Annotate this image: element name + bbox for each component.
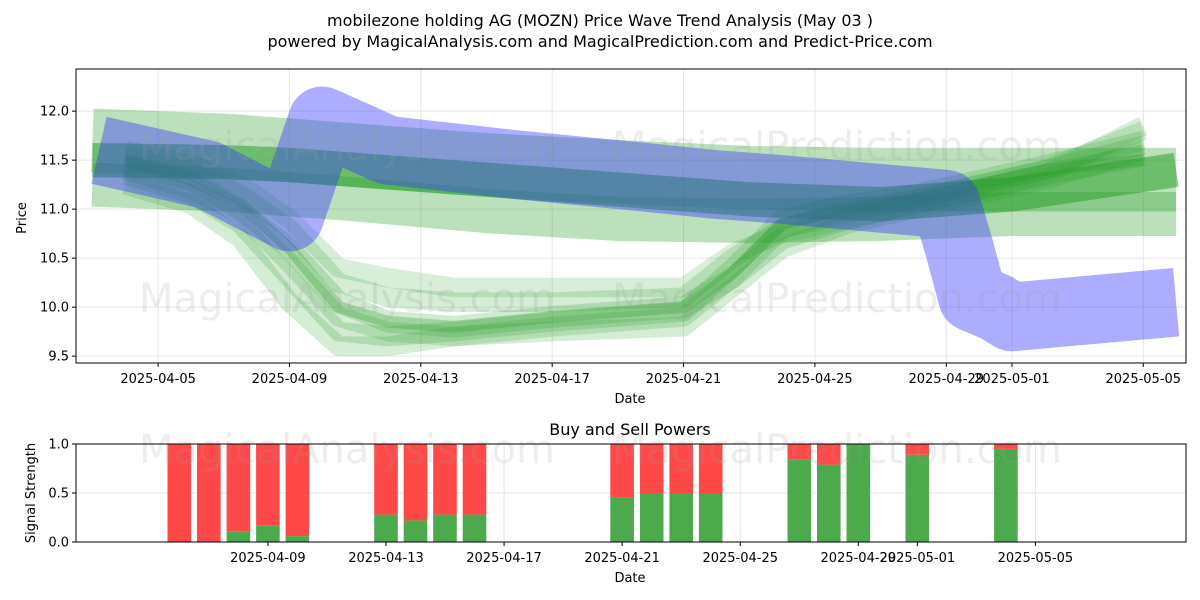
signal-xtick-label: 2025-04-13 (348, 551, 424, 566)
sell-power-bar (787, 444, 812, 460)
sell-power-bar (285, 444, 310, 537)
price-ytick-label: 10.0 (40, 301, 69, 316)
signal-xtick-label: 2025-05-05 (998, 551, 1074, 566)
sell-power-bar (403, 444, 428, 521)
blue-wave-band (91, 86, 1180, 352)
buy-power-bar (285, 536, 310, 542)
signal-xtick-label: 2025-04-17 (466, 551, 542, 566)
green-wave-band (123, 121, 1147, 313)
price-xtick-label: 2025-04-25 (777, 372, 853, 387)
watermark-prediction-top: MagicalPrediction.com (612, 124, 1062, 170)
green-wave-band (123, 154, 1144, 333)
buy-power-bar (256, 525, 280, 542)
buy-power-bar (994, 448, 1018, 542)
buy-power-bar (698, 494, 723, 542)
buy-power-bar (669, 494, 693, 542)
price-bands (91, 86, 1180, 357)
price-xtick-label: 2025-04-29 (908, 372, 984, 387)
signal-ytick-label: 1.0 (48, 438, 69, 453)
price-ytick-label: 9.5 (48, 350, 69, 365)
sell-power-bar (639, 444, 664, 494)
price-xtick-label: 2025-04-13 (383, 372, 459, 387)
signal-title: Buy and Sell Powers (549, 420, 711, 439)
watermark-prediction-bottom: MagicalPrediction.com (612, 427, 1062, 473)
watermark-analysis-mid: MagicalAnalysis.com (139, 276, 555, 322)
green-wave-band (122, 144, 1146, 338)
buy-power-bar (403, 520, 428, 542)
sell-power-bar (226, 444, 251, 532)
chart-title: mobilezone holding AG (MOZN) Price Wave … (327, 11, 873, 30)
price-xtick-label: 2025-04-17 (514, 372, 590, 387)
buy-power-bar (846, 444, 871, 542)
price-xtick-label: 2025-05-05 (1106, 372, 1182, 387)
signal-ylabel: Signal Strength (24, 443, 39, 543)
price-ytick-label: 10.5 (40, 252, 69, 267)
buy-power-bar (610, 497, 634, 542)
price-plot-frame (75, 68, 1187, 364)
watermark-analysis-top: MagicalAnalysis.com (139, 124, 555, 170)
buy-power-bar (374, 514, 398, 542)
buy-power-bar (817, 464, 841, 542)
buy-power-bar (462, 514, 487, 542)
sell-power-bar (994, 444, 1018, 449)
signal-ytick-label: 0.0 (48, 536, 69, 551)
green-wave-band (92, 142, 1179, 222)
sell-power-bar (256, 444, 280, 526)
watermark-analysis-bottom: MagicalAnalysis.com (139, 427, 555, 473)
watermark-prediction-mid: MagicalPrediction.com (612, 276, 1062, 322)
sell-power-bar (462, 444, 487, 515)
green-wave-band (123, 117, 1148, 298)
price-ytick-label: 11.5 (40, 154, 69, 169)
price-panel: MagicalAnalysis.com MagicalPrediction.co… (15, 68, 1187, 407)
buy-power-bar (433, 514, 457, 542)
signal-panel: Buy and Sell Powers MagicalAnalysis.com … (24, 420, 1187, 586)
sell-power-bar (197, 444, 221, 542)
green-wave-band (122, 135, 1146, 347)
sell-power-bar (905, 444, 930, 455)
sell-power-bar (610, 444, 634, 498)
sell-power-bar (374, 444, 398, 515)
sell-power-bar (817, 444, 841, 465)
buy-power-bar (639, 494, 664, 542)
signal-axis-ticks: 2025-04-09 2025-04-13 2025-04-17 2025-04-21… (48, 438, 1073, 567)
buy-power-bar (226, 531, 251, 542)
price-xtick-label: 2025-05-01 (974, 372, 1050, 387)
signal-xtick-label: 2025-04-21 (584, 551, 660, 566)
buy-power-bar (905, 454, 930, 542)
price-xlabel: Date (614, 392, 645, 407)
signal-ytick-label: 0.5 (48, 487, 69, 502)
sell-power-bar (669, 444, 693, 494)
sell-power-bar (433, 444, 457, 515)
signal-xtick-label: 2025-04-09 (230, 551, 306, 566)
buy-power-bar (787, 459, 812, 542)
signal-xtick-label: 2025-04-25 (702, 551, 778, 566)
signal-xtick-label: 2025-05-01 (880, 551, 956, 566)
sell-power-bar (698, 444, 723, 494)
chart-subtitle: powered by MagicalAnalysis.com and Magic… (267, 32, 932, 51)
signal-bars (167, 444, 1018, 542)
price-xtick-label: 2025-04-05 (120, 372, 196, 387)
price-ytick-label: 12.0 (40, 105, 69, 120)
price-xtick-label: 2025-04-21 (646, 372, 722, 387)
green-wave-band (122, 140, 1147, 357)
price-axis-ticks: 2025-04-05 2025-04-09 2025-04-13 2025-04-17… (40, 105, 1181, 387)
price-ylabel: Price (15, 202, 30, 234)
sell-power-bar (167, 444, 192, 542)
green-wave-band (122, 130, 1146, 347)
price-ytick-label: 11.0 (40, 203, 69, 218)
signal-xtick-label: 2025-04-29 (821, 551, 897, 566)
price-xtick-label: 2025-04-09 (252, 372, 328, 387)
signal-xlabel: Date (614, 571, 645, 586)
